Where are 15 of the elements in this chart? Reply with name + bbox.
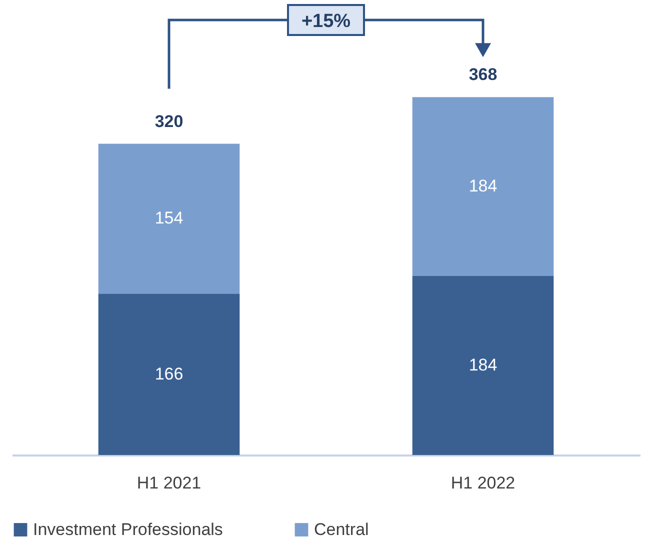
bar [98, 144, 240, 294]
total-label: 320 [154, 112, 184, 131]
data-label: 184 [468, 356, 498, 375]
text: +15% [301, 11, 351, 32]
legend-label: Central [314, 520, 369, 539]
x-tick-label: H1 2022 [450, 474, 516, 492]
bar [412, 97, 554, 276]
bar [98, 294, 240, 455]
data-label: 184 [468, 176, 498, 196]
legend-label: Investment Professionals [33, 520, 223, 539]
total-label: 368 [468, 65, 498, 84]
data-label: 166 [154, 364, 184, 384]
bar [412, 276, 554, 455]
x-tick-label: H1 2021 [136, 474, 202, 492]
data-label: 154 [154, 208, 184, 228]
